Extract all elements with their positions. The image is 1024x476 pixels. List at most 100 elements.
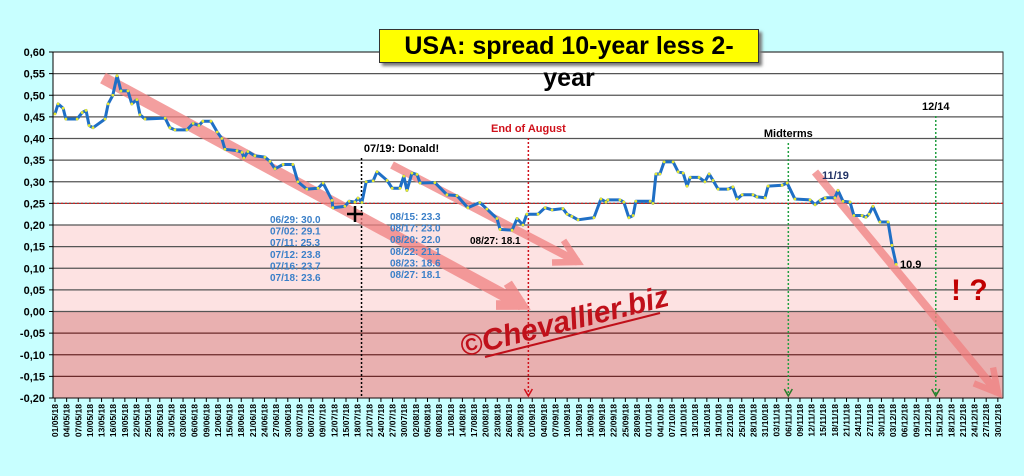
x-tick-label: 19/10/18	[713, 404, 723, 437]
data-point	[263, 155, 267, 159]
data-point	[495, 217, 499, 220]
trend-arrow-2	[390, 161, 580, 266]
data-point	[273, 167, 277, 171]
x-tick-label: 24/11/18	[853, 404, 863, 437]
data-point	[697, 176, 701, 179]
data-point	[235, 149, 239, 153]
data-point	[291, 163, 295, 166]
data-point	[543, 206, 547, 210]
x-tick-label: 18/07/18	[353, 404, 363, 437]
data-point	[197, 124, 201, 127]
august-value-label: 08/20: 22.0	[390, 235, 441, 246]
data-point	[841, 199, 845, 203]
x-tick-label: 29/08/18	[516, 404, 526, 437]
data-point	[106, 102, 110, 106]
data-point	[485, 207, 489, 211]
data-point	[716, 187, 720, 191]
x-tick-label: 16/09/18	[585, 404, 595, 437]
data-point	[64, 117, 68, 121]
x-tick-label: 28/05/18	[155, 404, 165, 437]
data-point	[316, 186, 320, 190]
y-tick-label: 0,60	[24, 47, 45, 59]
july-value-label: 07/18: 23.6	[270, 273, 321, 284]
data-point	[433, 181, 437, 185]
x-tick-label: 08/08/18	[434, 404, 444, 437]
vertical-marker-label: Midterms	[764, 128, 813, 140]
data-point	[731, 185, 735, 189]
data-point	[740, 193, 744, 197]
x-tick-label: 22/09/18	[609, 404, 619, 437]
y-axis: 0,60 0,55 0,50 0,45 0,40 0,35 0,30 0,25 0,20 0,15…	[20, 47, 54, 405]
data-point	[848, 200, 852, 204]
x-tick-label: 06/12/18	[900, 404, 910, 437]
data-point	[185, 128, 189, 132]
x-tick-label: 30/07/18	[399, 404, 409, 437]
x-tick-label: 06/06/18	[190, 404, 200, 437]
x-tick-label: 25/05/18	[143, 404, 153, 437]
data-point	[466, 206, 470, 210]
data-point	[321, 181, 325, 185]
x-tick-label: 03/07/18	[294, 404, 304, 437]
data-point	[793, 197, 797, 201]
x-tick-label: 02/08/18	[411, 404, 421, 437]
x-tick-label: 07/09/18	[551, 404, 561, 437]
x-tick-label: 09/12/18	[911, 404, 921, 437]
data-point	[651, 201, 655, 205]
trend-arrow-3	[811, 169, 1002, 396]
data-point	[561, 207, 565, 210]
data-point	[87, 124, 91, 127]
data-point	[360, 201, 364, 204]
data-point	[80, 111, 84, 114]
last-value-label: 10.9	[900, 259, 921, 271]
x-tick-label: 16/10/18	[702, 404, 712, 437]
x-tick-label: 24/12/18	[970, 404, 980, 437]
x-tick-label: 17/08/18	[469, 404, 479, 437]
data-point	[755, 195, 759, 199]
data-point	[242, 156, 246, 160]
x-tick-label: 24/06/18	[260, 404, 270, 437]
x-tick-label: 21/11/18	[842, 404, 852, 437]
x-tick-label: 30/12/18	[993, 404, 1003, 437]
data-point	[390, 186, 394, 190]
data-point	[565, 212, 569, 216]
series-line	[53, 74, 898, 266]
data-point	[398, 186, 402, 190]
data-point	[415, 172, 419, 176]
x-tick-label: 23/08/18	[492, 404, 502, 437]
aug27-label: 08/27: 18.1	[470, 236, 521, 247]
data-point	[576, 218, 580, 222]
data-point	[886, 220, 890, 224]
data-point	[515, 217, 519, 220]
trend-arrow-1	[100, 72, 525, 311]
data-point	[658, 172, 662, 176]
x-tick-label: 31/10/18	[760, 404, 770, 437]
x-tick-label: 20/08/18	[481, 404, 491, 437]
data-point	[402, 174, 406, 178]
x-tick-label: 27/06/18	[271, 404, 281, 437]
vertical-marker-label: 07/19: Donald!	[364, 143, 439, 155]
data-point	[418, 181, 422, 185]
data-point	[111, 93, 115, 97]
x-tick-label: 11/08/18	[446, 404, 456, 437]
data-point	[627, 216, 631, 220]
data-point	[570, 214, 574, 218]
august-value-label: 08/27: 18.1	[390, 270, 441, 281]
data-point	[823, 196, 827, 200]
x-tick-label: 07/05/18	[73, 404, 83, 437]
data-point	[215, 130, 219, 134]
x-tick-label: 12/12/18	[923, 404, 933, 437]
data-point	[592, 216, 596, 220]
data-point	[871, 205, 875, 208]
july-value-label: 07/12: 23.8	[270, 250, 321, 261]
x-tick-label: 12/11/18	[807, 404, 817, 437]
x-tick-label: 04/09/18	[539, 404, 549, 437]
data-point	[163, 116, 167, 120]
x-tick-label: 27/07/18	[388, 404, 398, 437]
data-point	[353, 200, 357, 204]
data-point	[808, 198, 812, 202]
x-tick-label: 12/06/18	[213, 404, 223, 437]
data-point	[201, 119, 205, 123]
data-point	[115, 74, 119, 78]
x-tick-label: 15/12/18	[935, 404, 945, 437]
y-tick-label: 0,10	[24, 263, 45, 275]
